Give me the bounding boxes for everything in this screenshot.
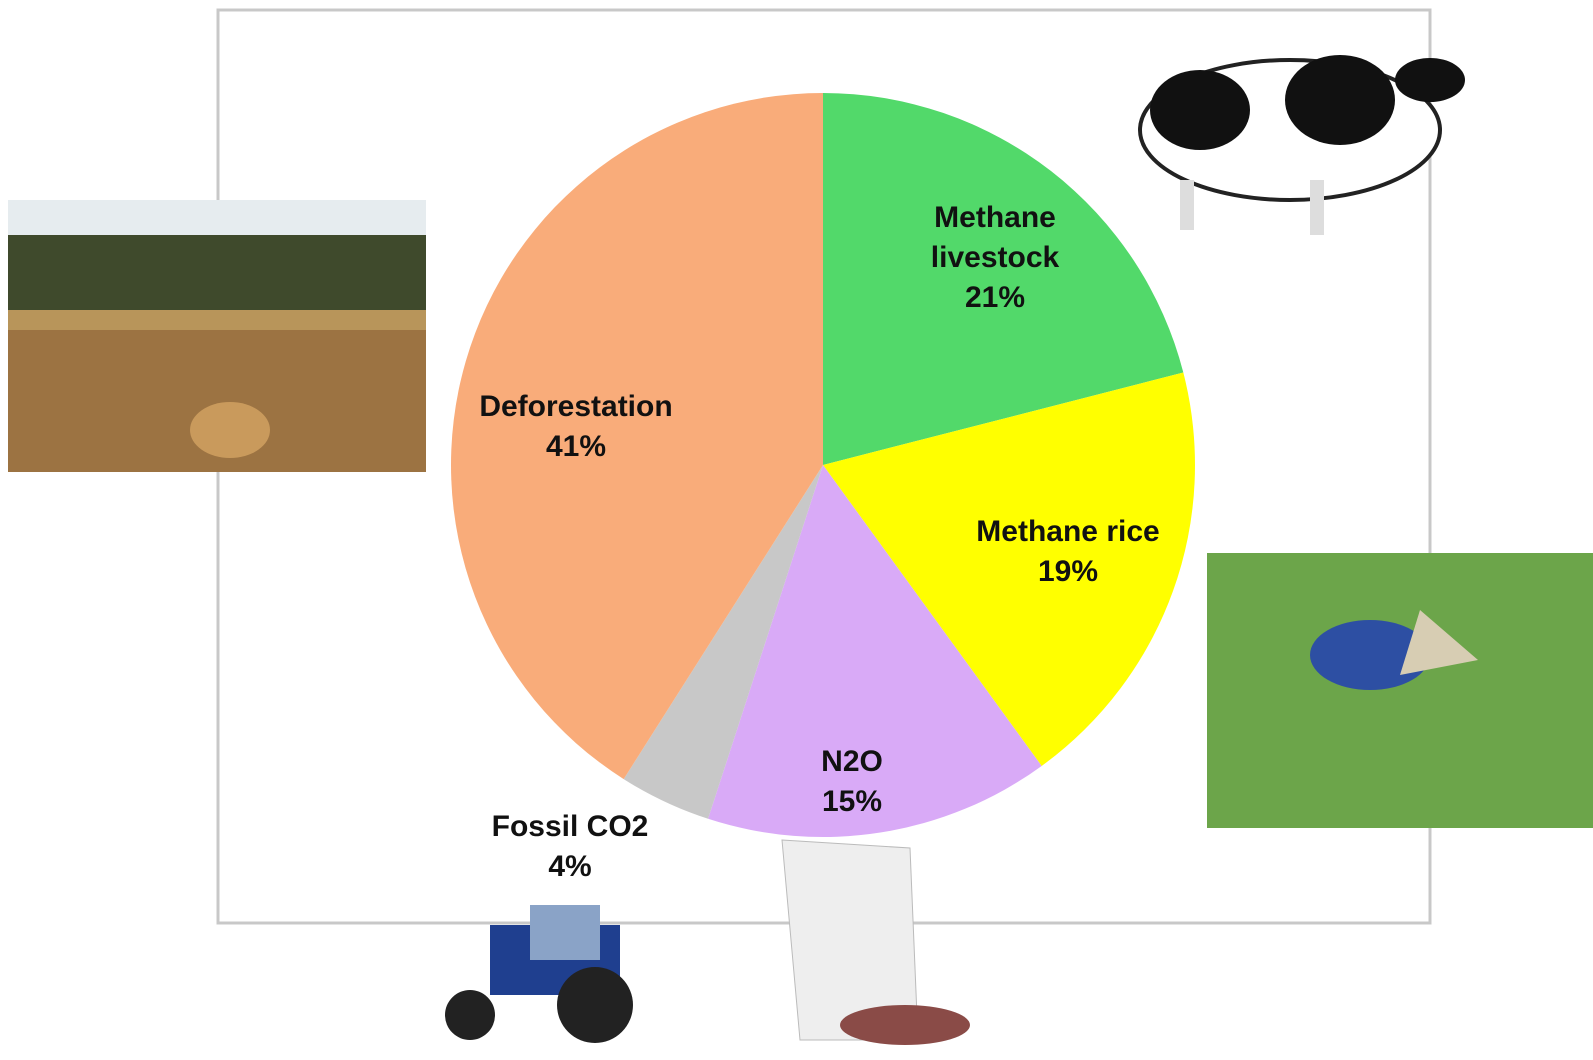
slice-label: N2O 15% (792, 742, 912, 822)
pie-slice (823, 372, 1195, 766)
pie-slice (708, 465, 1042, 837)
photo-rice (1207, 553, 1593, 828)
category-label: Methane rice (976, 515, 1160, 548)
category-label: Methane livestock (930, 201, 1060, 274)
photo-tractor (445, 905, 633, 1043)
slice-label: Methane livestock 21% (895, 198, 1095, 318)
category-label: N2O (821, 745, 883, 778)
category-label: Fossil CO2 (491, 810, 649, 843)
value-label: 19% (1037, 555, 1099, 588)
photo-cow (1138, 55, 1465, 235)
value-label: 41% (545, 430, 607, 463)
pie-slice (823, 93, 1184, 465)
pie-slice (623, 465, 823, 819)
slice-label: Deforestation 41% (456, 387, 696, 467)
value-label: 21% (964, 281, 1026, 314)
pie (450, 93, 1195, 837)
value-label: 4% (548, 850, 592, 883)
pie-slice (450, 93, 823, 780)
value-label: 15% (821, 785, 883, 818)
slice-label: Fossil CO2 4% (470, 807, 670, 887)
slice-label: Methane rice 19% (948, 512, 1188, 592)
photo-fertilizer (781, 839, 970, 1045)
category-label: Deforestation (479, 390, 673, 423)
photo-deforestation (8, 200, 426, 472)
